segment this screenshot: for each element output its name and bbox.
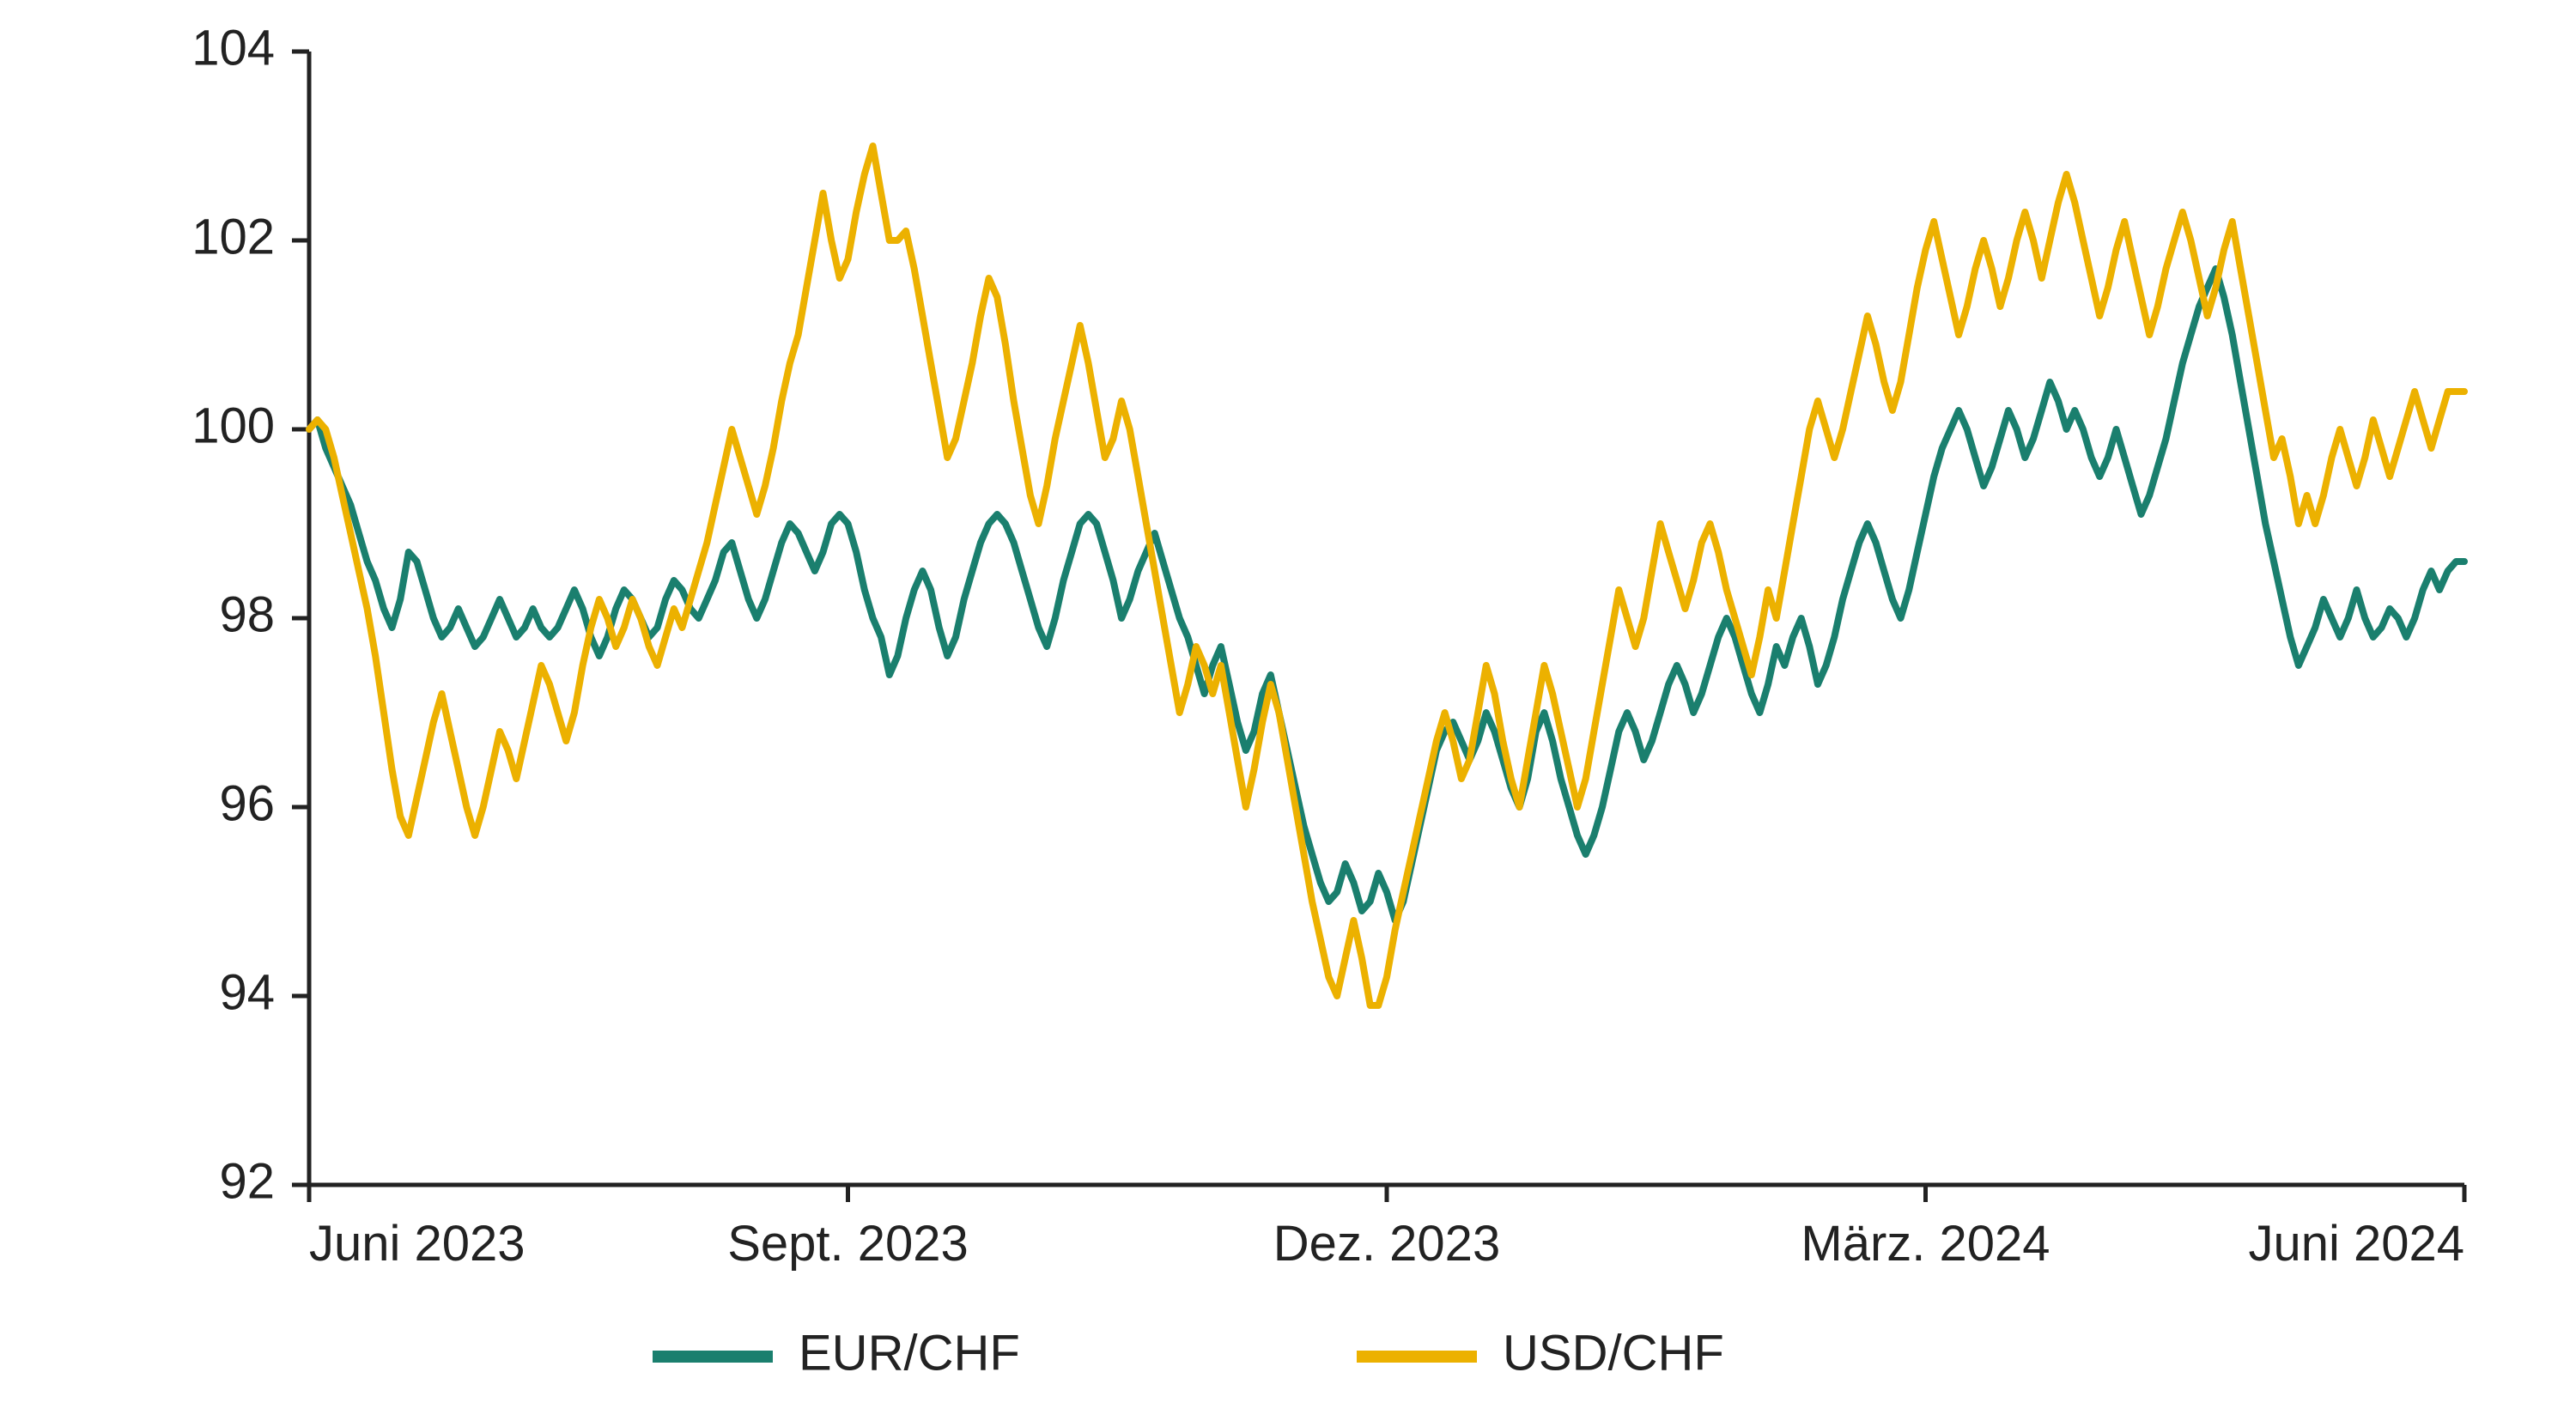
y-tick-label: 102 bbox=[191, 209, 275, 264]
y-tick-label: 94 bbox=[219, 964, 275, 1020]
line-chart: 92 94 96 98 100 102 104 Juni 2023 Sept. 2023 Dez.… bbox=[0, 0, 2576, 1427]
x-tick-label: Juni 2024 bbox=[2248, 1216, 2464, 1272]
chart-container: 92 94 96 98 100 102 104 Juni 2023 Sept. 2023 Dez.… bbox=[0, 0, 2576, 1427]
y-tick-label: 104 bbox=[191, 20, 275, 76]
x-tick-label: Dez. 2023 bbox=[1273, 1216, 1500, 1272]
x-tick-label: März. 2024 bbox=[1801, 1216, 2050, 1272]
x-tick-label: Juni 2023 bbox=[309, 1216, 526, 1272]
x-tick-label: Sept. 2023 bbox=[727, 1216, 969, 1272]
y-tick-label: 98 bbox=[219, 586, 275, 642]
y-tick-label: 92 bbox=[219, 1153, 275, 1209]
legend-label: EUR/CHF bbox=[799, 1325, 1020, 1381]
y-tick-label: 96 bbox=[219, 775, 275, 831]
y-tick-label: 100 bbox=[191, 398, 275, 453]
legend-label: USD/CHF bbox=[1503, 1325, 1724, 1381]
